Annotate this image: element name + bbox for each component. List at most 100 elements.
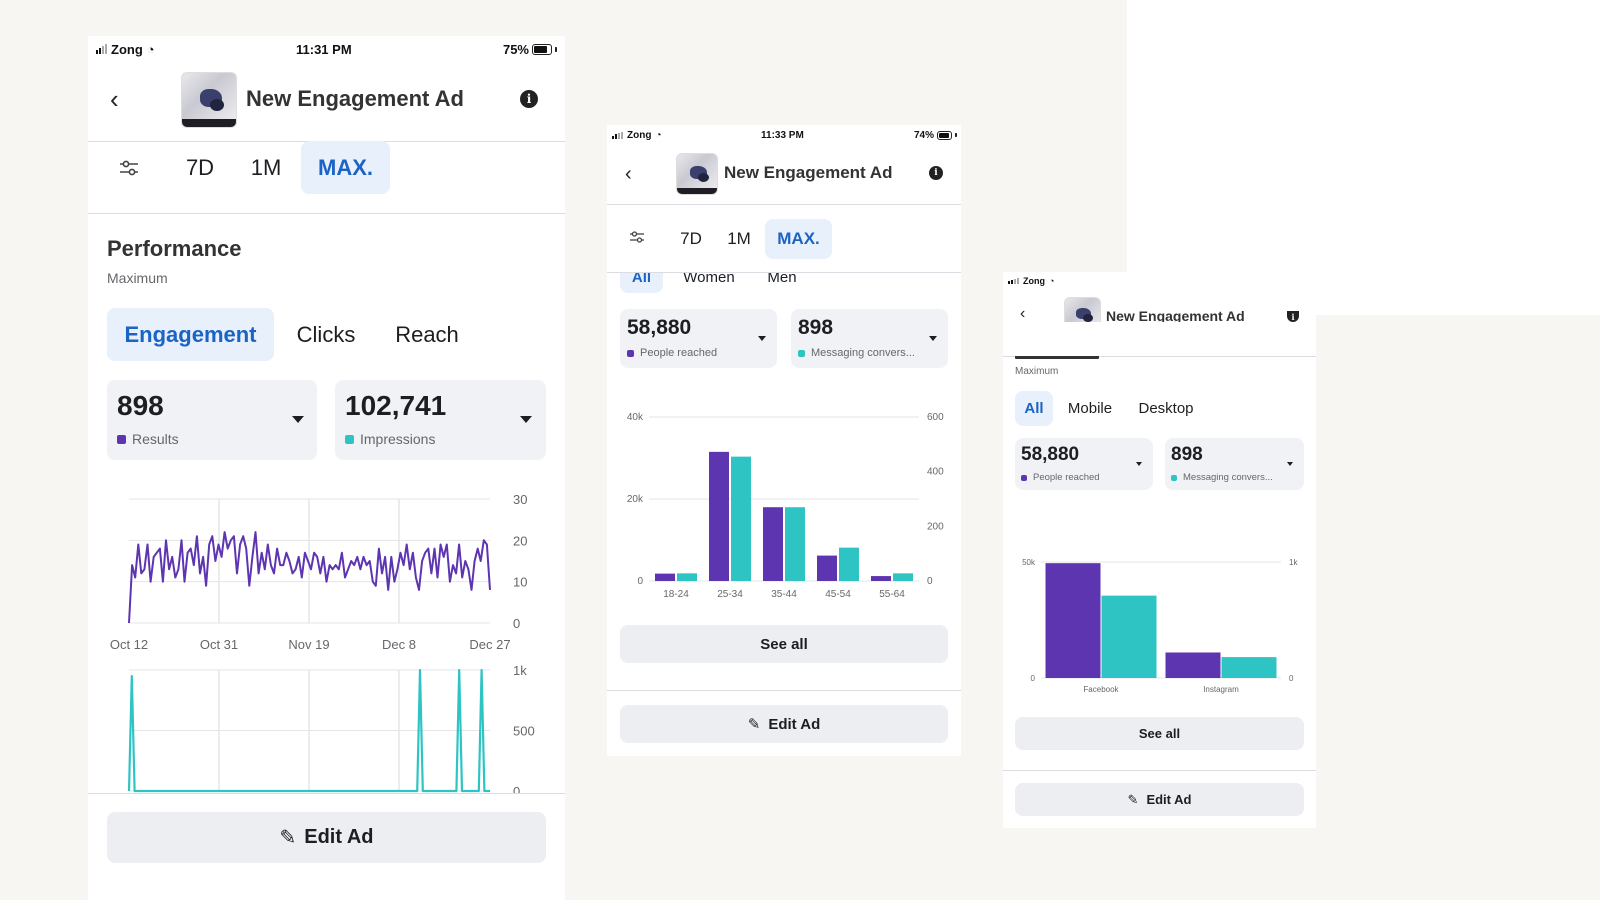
- bar: [763, 507, 783, 581]
- tab-reach[interactable]: Reach: [395, 321, 459, 347]
- bar: [1221, 657, 1277, 678]
- metric-label-text: People reached: [1033, 472, 1100, 483]
- status-time: 11:31 PM: [296, 41, 352, 57]
- bar: [785, 507, 805, 581]
- tab-7d[interactable]: 7D: [680, 229, 702, 248]
- ad-thumbnail: [181, 72, 237, 128]
- x-tick-label: Facebook: [1083, 685, 1119, 694]
- battery-icon: [937, 130, 952, 140]
- chevron-down-icon: [520, 416, 532, 423]
- back-button[interactable]: ‹: [110, 84, 119, 114]
- metric-card-messaging[interactable]: 898 Messaging convers...: [1165, 438, 1304, 490]
- legend-swatch: [798, 349, 805, 357]
- background-panel: [1127, 0, 1600, 315]
- metric-card-people-reached[interactable]: 58,880 People reached: [620, 309, 777, 368]
- chevron-down-icon: [1136, 462, 1142, 466]
- y-tick-label-right: 0: [927, 576, 933, 587]
- ad-thumbnail: [676, 153, 718, 195]
- metric-label: Messaging convers...: [1171, 472, 1283, 483]
- results-line-chart: 0 10 20 30 Oct 12 Oct 31 Nov 19 Dec 8 Dec 27: [110, 492, 528, 652]
- metric-label: People reached: [1021, 472, 1133, 483]
- info-icon[interactable]: i: [929, 166, 943, 180]
- info-icon[interactable]: i: [520, 90, 538, 108]
- status-time: 11:33 PM: [761, 129, 804, 141]
- wifi-icon: ◔: [655, 129, 662, 141]
- legend-swatch: [627, 349, 634, 357]
- metric-value: 102,741: [345, 390, 447, 421]
- header-divider: [607, 204, 961, 205]
- metric-label-text: People reached: [640, 347, 718, 359]
- placement-bar-chart: 0 50k 0 1k Facebook Instagram: [1022, 558, 1298, 694]
- carrier-name: Zong: [1023, 276, 1045, 286]
- metric-label: Results: [117, 431, 179, 447]
- battery-percent: 75%: [502, 41, 529, 57]
- tab-engagement[interactable]: Engagement: [107, 308, 274, 361]
- y-tick-label: 1k: [513, 663, 527, 678]
- bar: [709, 451, 729, 581]
- metric-label-text: Results: [132, 431, 179, 447]
- filter-icon[interactable]: [628, 229, 646, 245]
- pencil-icon: ✎: [747, 716, 761, 733]
- carrier-name: Zong: [111, 41, 143, 57]
- x-tick-label: 35-44: [771, 589, 797, 600]
- edit-ad-button[interactable]: ✎ Edit Ad: [1015, 783, 1304, 816]
- metric-label-text: Messaging convers...: [811, 347, 915, 359]
- tab-clicks[interactable]: Clicks: [296, 321, 356, 347]
- y-tick-label: 30: [513, 492, 527, 507]
- bar: [817, 555, 837, 581]
- status-bar: Zong ◔ 11:31 PM 75%: [96, 38, 557, 60]
- section-subtitle: Maximum: [107, 270, 168, 286]
- y-tick-label: 20: [513, 533, 527, 548]
- metric-card-impressions[interactable]: 102,741 Impressions: [335, 380, 546, 460]
- y-tick-label-left: 0: [637, 576, 643, 587]
- chevron-down-icon: [292, 416, 304, 423]
- see-all-button[interactable]: See all: [1015, 717, 1304, 750]
- metric-label-text: Messaging convers...: [1183, 472, 1273, 483]
- y-tick-label-left: 20k: [627, 494, 644, 505]
- x-tick-label: Oct 31: [200, 637, 238, 652]
- carrier: Zong ◔: [96, 42, 155, 57]
- legend-swatch: [345, 434, 354, 444]
- y-tick-label-right: 1k: [1289, 558, 1298, 567]
- ad-title: New Engagement Ad: [1106, 308, 1245, 322]
- back-button[interactable]: ‹: [625, 163, 632, 185]
- back-button[interactable]: ‹: [1020, 305, 1026, 322]
- tab-desktop[interactable]: Desktop: [1138, 400, 1194, 417]
- chevron-down-icon: [929, 336, 937, 341]
- impressions-series-line: [127, 668, 490, 793]
- metric-card-results[interactable]: 898 Results: [107, 380, 317, 460]
- edit-ad-button[interactable]: ✎ Edit Ad: [107, 812, 546, 863]
- edit-ad-button[interactable]: ✎ Edit Ad: [620, 705, 948, 743]
- tab-1m[interactable]: 1M: [727, 229, 751, 248]
- edit-ad-label: Edit Ad: [768, 715, 821, 733]
- see-all-label: See all: [1138, 726, 1181, 741]
- tab-max[interactable]: MAX.: [301, 141, 390, 194]
- phone-screen-1: Zong ◔ 11:31 PM 75% ‹ New Engagement Ad …: [88, 36, 565, 900]
- x-tick-label: 55-64: [879, 589, 905, 600]
- impressions-line-chart: 0 500 1k: [127, 663, 535, 794]
- carrier: Zong ◔: [1008, 276, 1054, 286]
- metric-card-people-reached[interactable]: 58,880 People reached: [1015, 438, 1153, 490]
- x-tick-label: Instagram: [1203, 685, 1239, 694]
- tab-mobile[interactable]: Mobile: [1067, 400, 1113, 417]
- bottom-divider: [607, 690, 961, 691]
- legend-swatch: [1021, 474, 1027, 481]
- metric-label: Impressions: [345, 431, 435, 447]
- tab-women[interactable]: Women: [683, 273, 735, 286]
- y-tick-label-right: 600: [927, 412, 944, 423]
- info-icon[interactable]: i: [1287, 311, 1299, 322]
- tab-1m[interactable]: 1M: [250, 155, 282, 180]
- see-all-button[interactable]: See all: [620, 625, 948, 663]
- tab-7d[interactable]: 7D: [185, 155, 215, 180]
- tab-all[interactable]: All: [620, 273, 663, 293]
- metric-card-messaging[interactable]: 898 Messaging convers...: [791, 309, 948, 368]
- tab-max[interactable]: MAX.: [765, 219, 832, 259]
- section-title: Performance: [107, 236, 242, 261]
- y-tick-label-right: 200: [927, 521, 944, 532]
- tab-men[interactable]: Men: [767, 273, 797, 286]
- results-series-line: [128, 531, 491, 624]
- filter-icon[interactable]: [118, 158, 140, 178]
- tab-all[interactable]: All: [1015, 391, 1053, 426]
- metric-value: 898: [798, 316, 834, 339]
- y-tick-label-right: 0: [1289, 674, 1294, 683]
